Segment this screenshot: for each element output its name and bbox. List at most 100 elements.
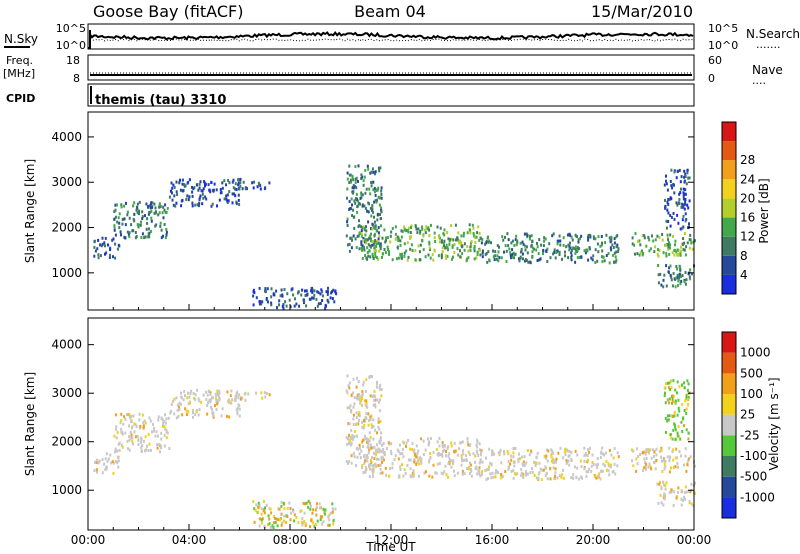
echo-cell [385,238,387,242]
noise-right-label: N.Search [746,27,800,41]
echo-cell [239,184,242,188]
echo-cell [171,191,173,195]
echo-cell [293,513,296,517]
echo-cell [373,399,376,402]
echo-cell [369,255,372,259]
echo-cell [675,447,678,451]
echo-cell [677,486,680,490]
echo-cell [298,304,301,308]
echo-cell [139,223,142,227]
echo-cell [520,247,523,251]
echo-cell [207,183,210,187]
echo-cell [539,467,542,471]
echo-cell [528,453,531,457]
echo-cell [366,251,369,254]
echo-cell [357,422,360,426]
echo-cell [370,227,372,231]
echo-cell [349,207,352,210]
echo-cell [112,237,115,241]
echo-cell [681,205,684,209]
echo-cell [679,437,682,441]
echo-cell [674,428,677,432]
echo-cell [165,211,168,214]
echo-cell [366,454,368,457]
colorbar-tick-label: 4 [740,268,748,282]
echo-cell [369,443,372,447]
echo-cell [374,403,377,407]
echo-cell [665,284,668,288]
echo-cell [615,258,618,262]
echo-cell [566,448,568,452]
echo-cell [459,239,461,243]
echo-cell [206,412,209,416]
echo-cell [586,248,588,252]
echo-cell [376,188,378,192]
echo-cell [663,483,666,487]
echo-cell [381,252,384,256]
echo-cell [663,467,666,471]
echo-cell [210,204,213,208]
echo-cell [674,437,677,441]
echo-cell [394,237,397,241]
echo-cell [153,429,156,433]
echo-cell [405,441,408,445]
echo-cell [469,461,471,465]
echo-cell [546,459,549,463]
echo-cell [602,255,605,259]
echo-cell [637,239,639,243]
echo-cell [602,462,605,466]
echo-cell [535,248,538,252]
echo-cell [375,249,377,253]
echo-cell [238,393,241,397]
echo-cell [664,416,667,420]
echo-cell [679,265,682,269]
echo-cell [542,252,544,256]
echo-cell [373,215,375,219]
echo-cell [452,460,455,463]
echo-cell [104,467,107,471]
echo-cell [475,467,478,471]
echo-cell [362,383,365,387]
echo-cell [372,403,375,407]
echo-cell [607,469,610,473]
echo-cell [495,469,498,472]
echo-cell [440,253,443,257]
echo-cell [558,474,561,478]
echo-cell [488,447,491,451]
echo-cell [352,451,355,455]
echo-cell [414,249,417,253]
echo-cell [352,234,355,238]
echo-cell [359,196,362,200]
echo-cell [198,182,201,186]
echo-cell [648,238,651,242]
echo-cell [648,249,651,253]
echo-cell [569,241,571,245]
echo-cell [507,460,510,464]
echo-cell [366,438,369,442]
echo-cell [383,248,386,251]
colorbar-swatch [722,352,736,374]
echo-cell [554,256,557,260]
echo-cell [507,452,510,456]
echo-cell [477,454,480,457]
echo-cell [645,456,648,460]
echo-cell [409,247,412,251]
echo-cell [302,298,305,302]
echo-cell [567,233,569,237]
echo-cell [381,443,384,447]
echo-cell [369,206,372,210]
echo-cell [485,241,488,245]
echo-cell [268,522,271,526]
echo-cell [350,428,353,432]
echo-cell [485,252,488,255]
echo-cell [227,199,230,203]
echo-cell [120,419,123,423]
echo-cell [149,206,152,210]
echo-cell [348,207,351,211]
echo-cell [639,243,642,247]
echo-cell [475,235,478,239]
echo-cell [209,393,212,396]
velocity-panel-background [88,318,694,530]
echo-cell [437,452,440,455]
echo-cell [533,460,536,464]
